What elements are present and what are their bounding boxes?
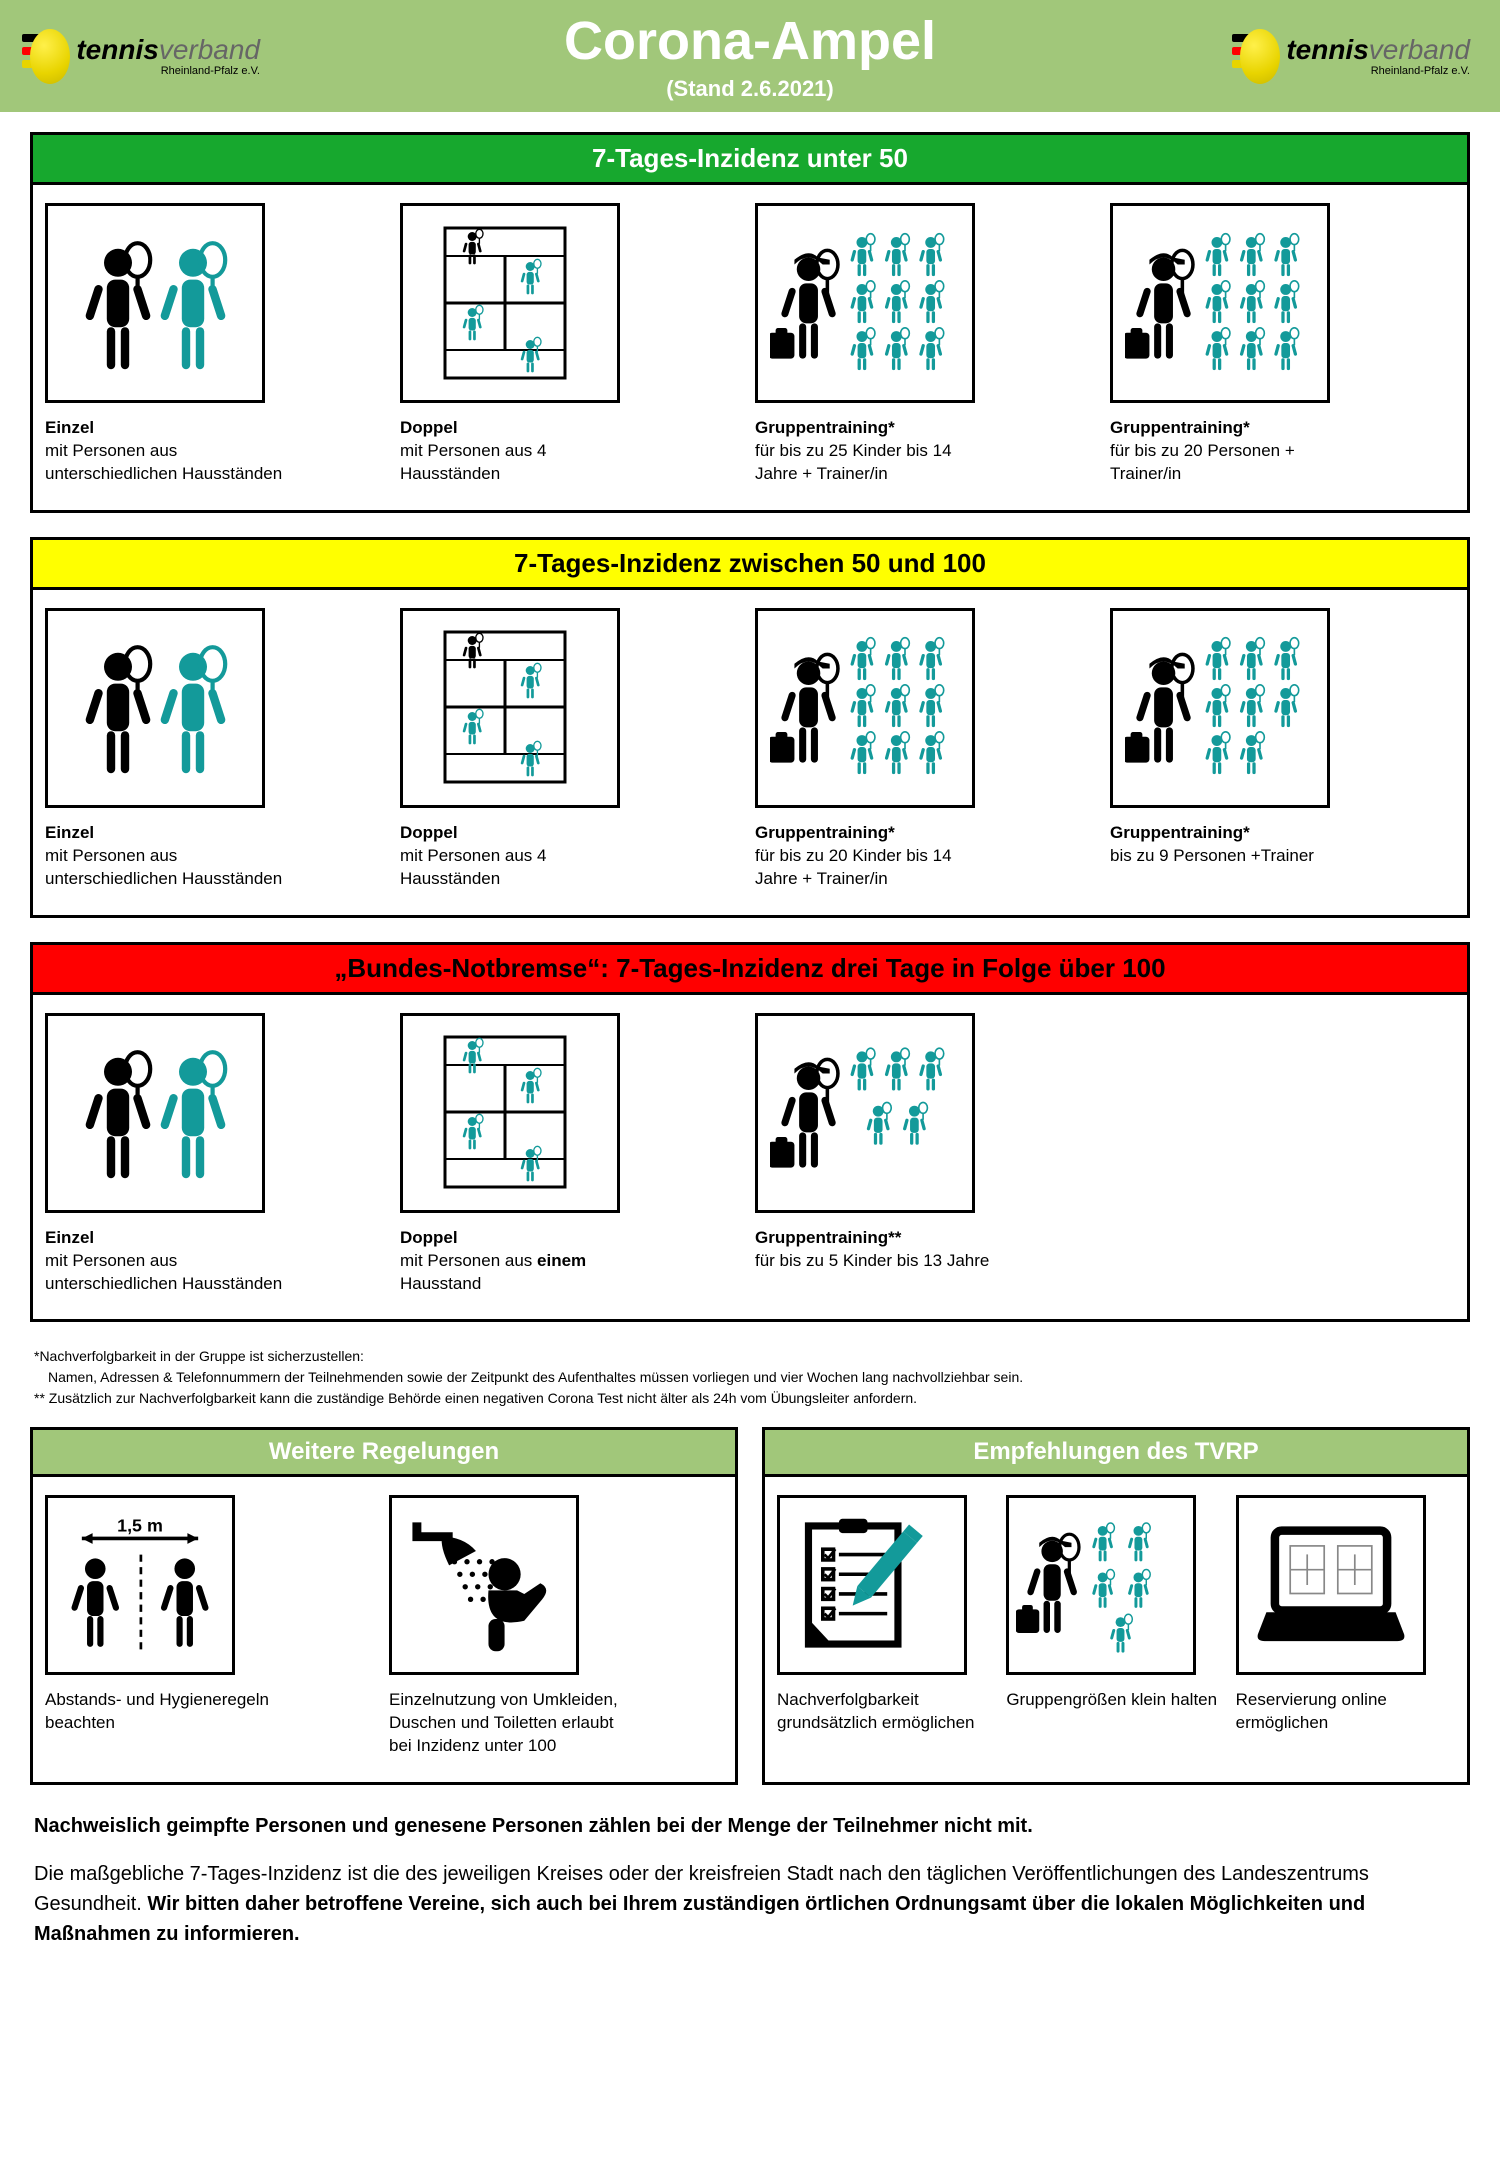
info-cell: 1,5 m Abstands- und Hygieneregeln beacht… [45,1495,379,1758]
info-icon [389,1495,579,1675]
rule-caption: Gruppentraining* bis zu 9 Personen +Trai… [1110,822,1314,868]
info-icon [1236,1495,1426,1675]
rule-cell: Gruppentraining* für bis zu 20 Personen … [1110,203,1455,486]
section-row: Einzel mit Personen aus unterschiedliche… [33,995,1467,1320]
bottom-paragraph: Die maßgebliche 7-Tages-Inzidenz ist die… [34,1859,1466,1949]
rule-cell: Gruppentraining* für bis zu 20 Kinder bi… [755,608,1100,891]
rule-icon [1110,608,1330,808]
info-cell: Reservierung online ermöglichen [1236,1495,1455,1735]
title-block: Corona-Ampel (Stand 2.6.2021) [564,10,936,102]
rule-cell: Gruppentraining* bis zu 9 Personen +Trai… [1110,608,1455,891]
rule-caption: Gruppentraining* für bis zu 20 Personen … [1110,417,1350,486]
rule-caption: Gruppentraining** für bis zu 5 Kinder bi… [755,1227,989,1273]
info-caption: Reservierung online ermöglichen [1236,1689,1455,1735]
rule-cell: Doppel mit Personen aus einem Hausstand [400,1013,745,1296]
info-cell: Gruppengrößen klein halten [1006,1495,1225,1735]
footnote-line: ** Zusätzlich zur Nachverfolgbarkeit kan… [34,1388,1466,1409]
rule-icon [45,1013,265,1213]
incidence-section: „Bundes-Notbremse“: 7-Tages-Inzidenz dre… [30,942,1470,1323]
rule-caption: Doppel mit Personen aus einem Hausstand [400,1227,640,1296]
logo-subtitle: Rheinland-Pfalz e.V. [76,66,260,77]
section-heading: 7-Tages-Inzidenz unter 50 [33,135,1467,185]
tennis-ball-icon [30,29,70,84]
rule-caption: Einzel mit Personen aus unterschiedliche… [45,822,285,891]
section-row: Einzel mit Personen aus unterschiedliche… [33,590,1467,915]
rule-icon [755,608,975,808]
rule-caption: Gruppentraining* für bis zu 25 Kinder bi… [755,417,995,486]
info-section: Empfehlungen des TVRP Nachverfolgbarkeit… [762,1427,1470,1785]
footnote-line: *Nachverfolgbarkeit in der Gruppe ist si… [34,1346,1466,1367]
info-caption: Gruppengrößen klein halten [1006,1689,1217,1712]
rule-caption: Einzel mit Personen aus unterschiedliche… [45,1227,285,1296]
info-cell: Einzelnutzung von Umkleiden, Duschen und… [389,1495,723,1758]
section-row: Nachverfolgbarkeit grundsätzlich ermögli… [765,1477,1467,1759]
page-title: Corona-Ampel [564,10,936,72]
info-icon: 1,5 m [45,1495,235,1675]
section-heading: 7-Tages-Inzidenz zwischen 50 und 100 [33,540,1467,590]
rule-icon [1110,203,1330,403]
info-icon [777,1495,967,1675]
info-caption: Einzelnutzung von Umkleiden, Duschen und… [389,1689,629,1758]
rule-caption: Gruppentraining* für bis zu 20 Kinder bi… [755,822,995,891]
rule-cell: Einzel mit Personen aus unterschiedliche… [45,203,390,486]
info-icon [1006,1495,1196,1675]
info-section: Weitere Regelungen 1,5 m Abstands- und H… [30,1427,738,1785]
section-heading: Weitere Regelungen [33,1430,735,1477]
rule-icon [45,203,265,403]
rule-icon [400,1013,620,1213]
rule-caption: Doppel mit Personen aus 4 Hausständen [400,417,640,486]
bottom-lead: Nachweislich geimpfte Personen und genes… [34,1811,1466,1841]
tennis-ball-icon [1240,29,1280,84]
info-caption: Nachverfolgbarkeit grundsätzlich ermögli… [777,1689,996,1735]
rule-caption: Doppel mit Personen aus 4 Hausständen [400,822,640,891]
incidence-section: 7-Tages-Inzidenz unter 50 Einzel mit Per… [30,132,1470,513]
rule-cell: Einzel mit Personen aus unterschiedliche… [45,1013,390,1296]
rule-cell: Doppel mit Personen aus 4 Hausständen [400,608,745,891]
info-caption: Abstands- und Hygieneregeln beachten [45,1689,285,1735]
section-heading: Empfehlungen des TVRP [765,1430,1467,1477]
section-row: Einzel mit Personen aus unterschiedliche… [33,185,1467,510]
bottom-text: Nachweislich geimpfte Personen und genes… [30,1805,1470,1979]
rule-icon [45,608,265,808]
info-cell: Nachverfolgbarkeit grundsätzlich ermögli… [777,1495,996,1735]
rule-icon [400,608,620,808]
footnotes: *Nachverfolgbarkeit in der Gruppe ist si… [30,1346,1470,1427]
logo-right: tennisverband Rheinland-Pfalz e.V. [1240,21,1470,91]
logo-word-verband: verband [159,34,260,65]
incidence-section: 7-Tages-Inzidenz zwischen 50 und 100 Ein… [30,537,1470,918]
section-heading: „Bundes-Notbremse“: 7-Tages-Inzidenz dre… [33,945,1467,995]
rule-icon [400,203,620,403]
rule-icon [755,203,975,403]
logo-word-tennis: tennis [76,34,158,65]
page-subtitle: (Stand 2.6.2021) [564,76,936,102]
logo-left: tennisverband Rheinland-Pfalz e.V. [30,21,260,91]
section-row: 1,5 m Abstands- und Hygieneregeln beacht… [33,1477,735,1782]
rule-icon [755,1013,975,1213]
rule-cell: Gruppentraining** für bis zu 5 Kinder bi… [755,1013,1100,1296]
rule-caption: Einzel mit Personen aus unterschiedliche… [45,417,285,486]
rule-cell: Doppel mit Personen aus 4 Hausständen [400,203,745,486]
svg-text:1,5 m: 1,5 m [117,1516,163,1536]
footnote-line: Namen, Adressen & Telefonnummern der Tei… [34,1367,1466,1388]
rule-cell: Einzel mit Personen aus unterschiedliche… [45,608,390,891]
rule-cell: Gruppentraining* für bis zu 25 Kinder bi… [755,203,1100,486]
page-header: tennisverband Rheinland-Pfalz e.V. Coron… [0,0,1500,112]
